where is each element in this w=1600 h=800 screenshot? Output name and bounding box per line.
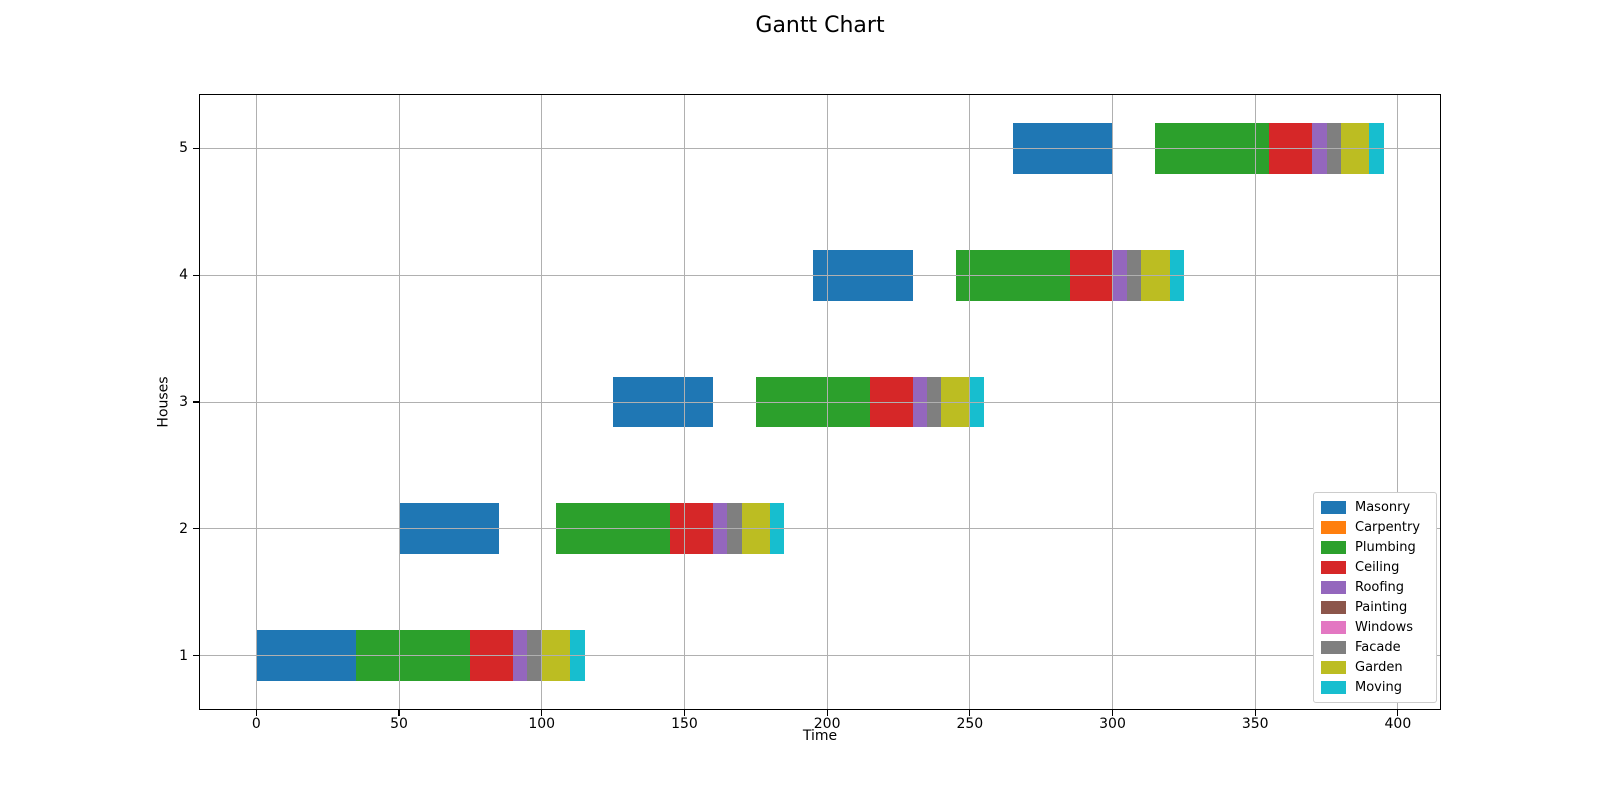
x-tick-label-0: 0 — [251, 716, 261, 732]
legend-label-garden: Garden — [1355, 659, 1403, 675]
legend-label-carpentry: Carpentry — [1355, 520, 1421, 536]
legend-item-ceiling: Ceiling — [1321, 558, 1436, 578]
gridline-horizontal-4 — [200, 274, 1440, 276]
legend-swatch-roofing — [1321, 581, 1346, 595]
legend-swatch-masonry — [1321, 501, 1346, 515]
x-tick-mark-100 — [541, 710, 543, 716]
legend-swatch-plumbing — [1321, 541, 1346, 555]
gridline-horizontal-5 — [200, 147, 1440, 149]
legend-label-painting: Painting — [1355, 599, 1408, 615]
x-tick-mark-0 — [255, 710, 257, 716]
legend-item-moving: Moving — [1321, 677, 1436, 697]
x-axis-label: Time — [802, 728, 838, 744]
legend-label-facade: Facade — [1355, 639, 1401, 655]
plot-area: Masonry Carpentry Plumbing Ceiling Roofing Pa… — [199, 94, 1441, 710]
legend-swatch-facade — [1321, 640, 1346, 654]
y-tick-mark-1 — [193, 655, 199, 657]
legend-item-garden: Garden — [1321, 657, 1436, 677]
gridline-horizontal-1 — [200, 655, 1440, 657]
legend-label-roofing: Roofing — [1355, 580, 1405, 596]
x-tick-label-150: 150 — [671, 716, 698, 732]
y-tick-label-5: 5 — [179, 140, 188, 157]
x-tick-label-100: 100 — [528, 716, 556, 732]
x-tick-label-250: 250 — [956, 716, 984, 732]
legend-swatch-painting — [1321, 600, 1346, 614]
x-tick-mark-350 — [1254, 710, 1256, 716]
legend-item-facade: Facade — [1321, 637, 1436, 657]
x-tick-label-50: 50 — [390, 716, 408, 732]
gridline-horizontal-2 — [200, 528, 1440, 530]
x-tick-mark-50 — [398, 710, 400, 716]
x-tick-label-200: 200 — [813, 716, 841, 732]
y-tick-label-3: 3 — [179, 394, 188, 410]
legend-swatch-ceiling — [1321, 561, 1346, 575]
y-tick-mark-3 — [193, 401, 199, 403]
legend-item-carpentry: Carpentry — [1321, 518, 1436, 538]
legend-label-plumbing: Plumbing — [1355, 540, 1416, 556]
x-tick-mark-200 — [826, 710, 828, 716]
chart-title: Gantt Chart — [755, 13, 885, 38]
y-tick-label-1: 1 — [179, 647, 188, 664]
legend-swatch-moving — [1321, 680, 1346, 694]
y-tick-mark-2 — [193, 528, 199, 530]
y-tick-label-2: 2 — [179, 520, 188, 537]
y-tick-mark-5 — [193, 147, 199, 149]
legend-item-plumbing: Plumbing — [1321, 538, 1436, 558]
x-tick-label-350: 350 — [1241, 716, 1269, 732]
legend-swatch-carpentry — [1321, 521, 1346, 535]
legend-label-masonry: Masonry — [1355, 500, 1411, 516]
x-tick-mark-400 — [1397, 710, 1399, 716]
y-tick-label-4: 4 — [179, 267, 188, 284]
legend-item-roofing: Roofing — [1321, 578, 1436, 598]
x-tick-mark-250 — [969, 710, 971, 716]
x-tick-label-400: 400 — [1384, 716, 1412, 732]
x-tick-label-300: 300 — [1099, 716, 1126, 732]
legend-swatch-garden — [1321, 660, 1346, 674]
legend-item-masonry: Masonry — [1321, 498, 1436, 518]
y-tick-mark-4 — [193, 274, 199, 276]
legend-item-painting: Painting — [1321, 598, 1436, 618]
x-tick-mark-150 — [683, 710, 686, 716]
legend-label-moving: Moving — [1355, 679, 1402, 695]
gridline-horizontal-3 — [200, 401, 1440, 403]
legend-label-ceiling: Ceiling — [1355, 560, 1400, 576]
legend-label-windows: Windows — [1355, 619, 1414, 635]
legend-swatch-windows — [1321, 620, 1346, 634]
legend-item-windows: Windows — [1321, 617, 1436, 637]
chart-legend: Masonry Carpentry Plumbing Ceiling Roofing Pa… — [1313, 492, 1437, 703]
x-tick-mark-300 — [1111, 710, 1114, 716]
